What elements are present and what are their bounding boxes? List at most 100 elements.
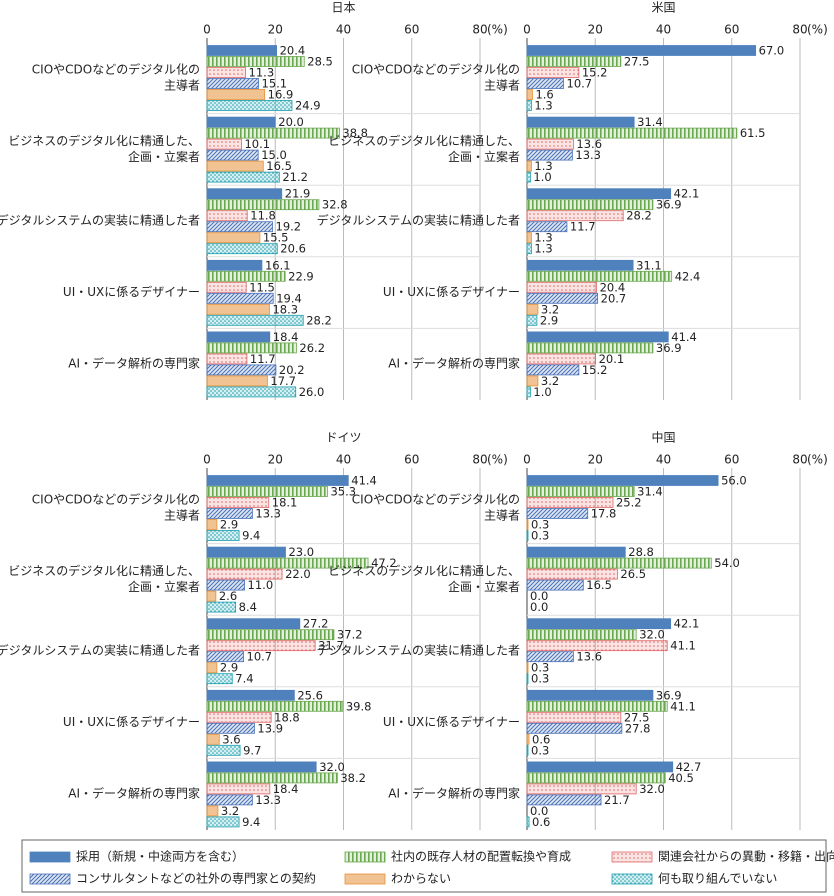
bar	[206, 270, 286, 282]
x-tick-label: 40	[336, 23, 351, 37]
value-label: 22.0	[285, 567, 311, 581]
bar	[206, 475, 349, 486]
value-label: 27.5	[624, 710, 650, 724]
bar	[206, 259, 263, 271]
value-label: 16.9	[268, 88, 294, 102]
value-label: 3.2	[221, 804, 239, 818]
category-label: ビジネスのデジタル化に精通した、	[328, 563, 520, 578]
category-label: ビジネスのデジタル化に精通した、	[8, 563, 200, 578]
value-label: 1.0	[533, 385, 551, 399]
category-label: CIOやCDOなどのデジタル化の	[352, 491, 520, 506]
value-label: 27.8	[625, 721, 651, 735]
legend-swatch	[611, 873, 653, 885]
x-tick-label: 20	[588, 453, 603, 467]
value-label: 10.7	[567, 77, 593, 91]
value-label: 27.2	[303, 617, 329, 631]
value-label: 21.2	[282, 170, 308, 184]
value-label: 0.3	[531, 529, 549, 543]
value-label: 20.4	[600, 280, 626, 294]
bar	[206, 557, 369, 569]
value-label: 37.2	[337, 628, 363, 642]
bar	[206, 138, 242, 150]
bar	[206, 601, 237, 613]
bar	[526, 45, 757, 56]
bar	[526, 210, 624, 222]
bar	[526, 651, 574, 663]
value-label: 10.7	[247, 650, 273, 664]
bar	[526, 386, 531, 398]
bar	[206, 78, 259, 89]
bar	[526, 270, 673, 282]
bar	[206, 700, 344, 712]
bar	[526, 314, 538, 326]
x-tick-label: 60	[404, 453, 419, 467]
bar	[206, 722, 255, 734]
value-label: 17.8	[591, 507, 617, 521]
bar	[206, 210, 248, 222]
value-label: 42.1	[674, 187, 700, 201]
value-label: 16.5	[586, 578, 612, 592]
x-tick-label: 80	[472, 23, 487, 37]
value-label: 1.3	[534, 231, 552, 245]
category-label: AI・データ解析の専門家	[68, 786, 200, 801]
value-label: 10.1	[244, 137, 270, 151]
bar	[206, 116, 276, 128]
value-label: 18.4	[273, 782, 299, 796]
bar	[526, 640, 668, 652]
category-label: 企画・立案者	[128, 579, 200, 594]
bar	[206, 761, 317, 773]
bar	[526, 138, 574, 150]
value-label: 19.4	[276, 291, 302, 305]
value-label: 38.2	[340, 771, 366, 785]
x-tick-label: 60	[724, 453, 739, 467]
value-label: 28.2	[306, 313, 332, 327]
bar	[206, 375, 268, 387]
bar	[206, 673, 233, 685]
x-tick-label: 20	[268, 23, 283, 37]
bar	[206, 149, 259, 161]
legend-label: わからない	[391, 872, 451, 886]
bar	[206, 160, 264, 172]
bar	[206, 651, 244, 663]
value-label: 11.0	[248, 578, 274, 592]
bar	[526, 188, 672, 200]
value-label: 21.7	[604, 793, 630, 807]
bar	[206, 331, 271, 343]
value-label: 18.3	[272, 302, 298, 316]
bar	[206, 243, 278, 255]
bar	[526, 579, 584, 591]
x-tick-label: 40	[656, 23, 671, 37]
value-label: 13.3	[255, 507, 281, 521]
x-tick-label: 40	[656, 453, 671, 467]
category-label: 主導者	[484, 508, 520, 522]
bar	[526, 281, 598, 293]
value-label: 9.7	[243, 743, 261, 757]
category-label: 企画・立案者	[448, 579, 520, 594]
value-label: 1.6	[535, 88, 553, 102]
value-label: 25.2	[616, 496, 642, 510]
value-label: 0.3	[531, 661, 549, 675]
value-label: 67.0	[759, 44, 785, 58]
value-label: 32.0	[639, 628, 665, 642]
value-label: 11.3	[249, 66, 275, 80]
category-label: 企画・立案者	[128, 149, 200, 164]
x-axis-unit: (%)	[807, 23, 828, 37]
bar	[526, 530, 529, 541]
value-label: 9.4	[242, 815, 260, 829]
bar	[526, 700, 668, 712]
value-label: 41.1	[670, 699, 696, 713]
value-label: 35.3	[330, 485, 356, 499]
category-label: 企画・立案者	[448, 149, 520, 164]
value-label: 0.3	[531, 672, 549, 686]
category-label: AI・データ解析の専門家	[388, 786, 520, 801]
x-tick-label: 0	[523, 23, 531, 37]
category-label: UI・UXに係るデザイナー	[63, 284, 200, 299]
value-label: 13.3	[575, 148, 601, 162]
x-axis-unit: (%)	[487, 453, 508, 467]
bar	[206, 711, 272, 723]
value-label: 27.5	[624, 55, 650, 69]
value-label: 15.2	[582, 363, 608, 377]
value-label: 20.1	[599, 352, 625, 366]
bar	[206, 199, 320, 211]
